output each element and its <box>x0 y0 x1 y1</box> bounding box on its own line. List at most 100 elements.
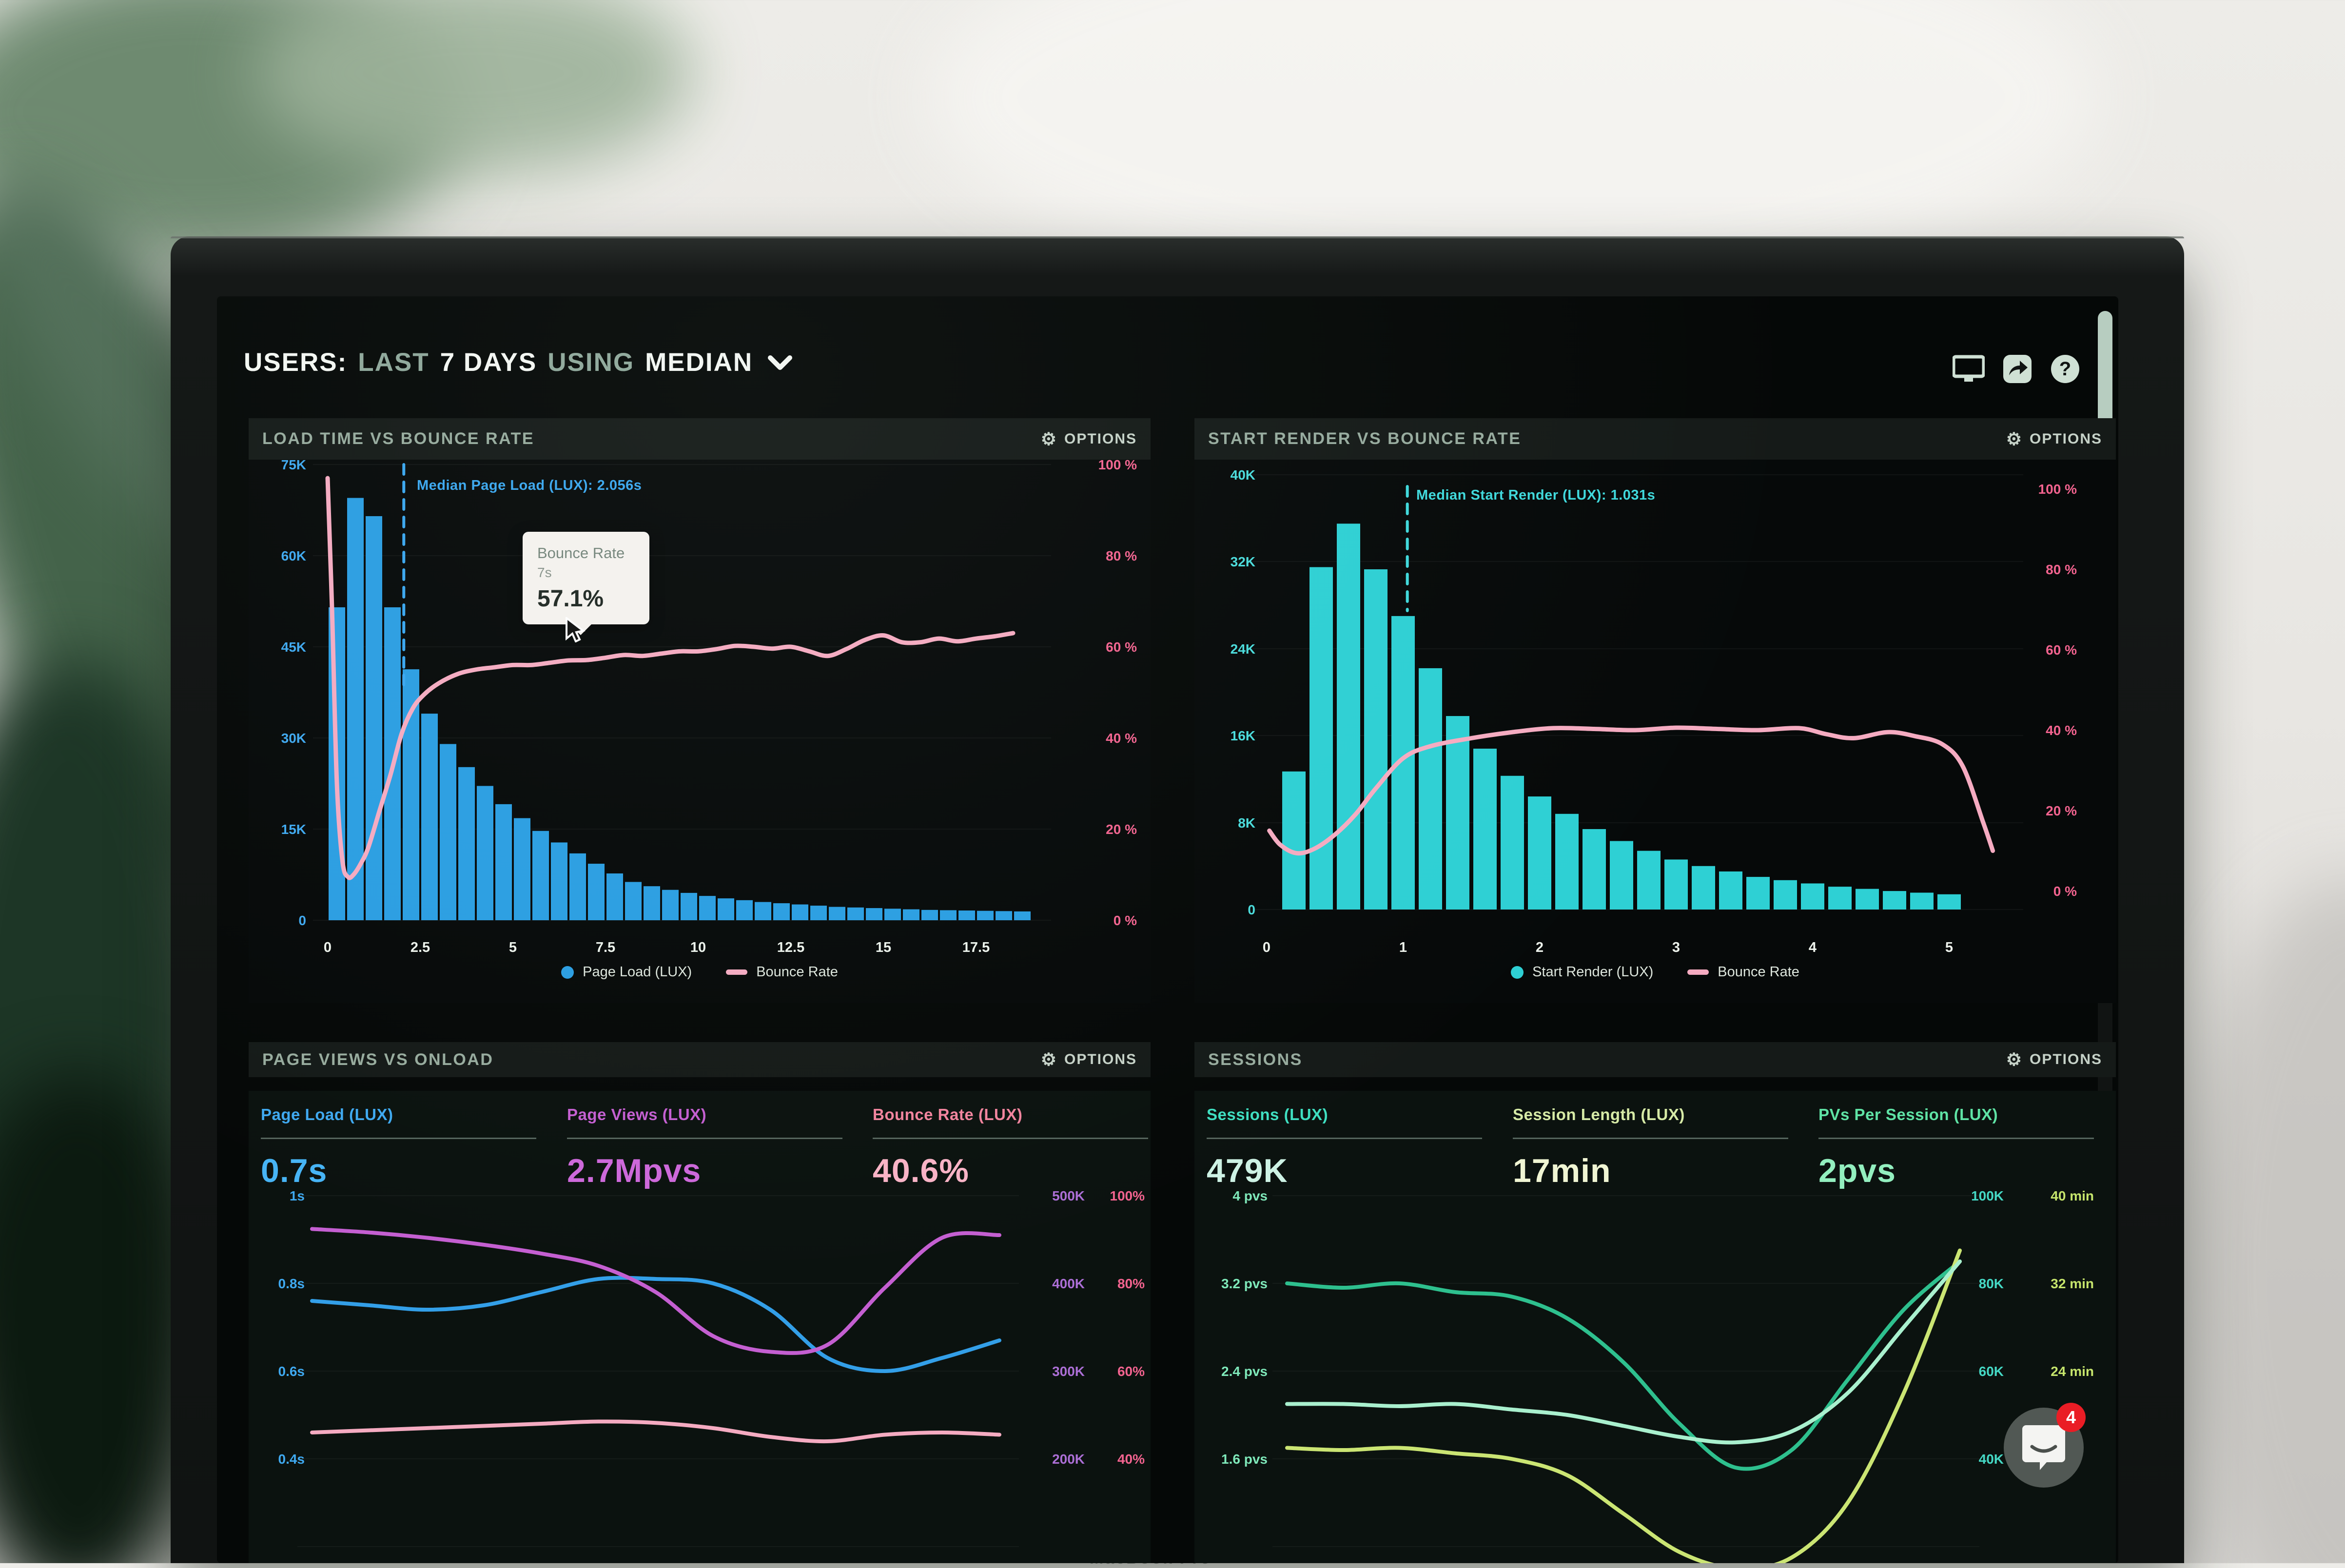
title-segment: 7 DAYS <box>440 348 537 377</box>
start-render-chart[interactable]: 40K 32K 24K 16K 8K 0 100 % 80 % 60 % 40 % 20 % 0 % 0… <box>1194 418 2116 1003</box>
gear-icon: ⚙ <box>1040 1049 1057 1069</box>
series-line-icon <box>1687 969 1709 975</box>
svg-text:0 %: 0 % <box>2053 884 2077 899</box>
sessions-chart[interactable]: 4 pvs 3.2 pvs 2.4 pvs 1.6 pvs 100K 80K 60K 40K 4… <box>1194 1042 2116 1563</box>
panel-header: LOAD TIME VS BOUNCE RATE ⚙ OPTIONS <box>249 418 1151 460</box>
metric-underline <box>1513 1138 1788 1139</box>
svg-text:40 %: 40 % <box>2046 723 2077 738</box>
svg-text:60K: 60K <box>281 548 306 563</box>
share-icon[interactable] <box>2002 354 2032 384</box>
title-segment: MEDIAN <box>645 348 753 377</box>
svg-text:40%: 40% <box>1117 1452 1145 1467</box>
svg-text:7.5: 7.5 <box>596 940 615 955</box>
title-segment: LAST <box>358 348 430 377</box>
svg-text:40 %: 40 % <box>1106 731 1137 746</box>
metric-label: Page Views (LUX) <box>567 1105 707 1123</box>
svg-text:300K: 300K <box>1052 1364 1085 1379</box>
legend-item[interactable]: Bounce Rate <box>726 964 838 980</box>
legend-item[interactable]: Start Render (LUX) <box>1511 964 1653 980</box>
metric-value: 0.7s <box>261 1152 328 1189</box>
tooltip-value: 57.1% <box>537 586 604 612</box>
svg-text:400K: 400K <box>1052 1276 1085 1291</box>
svg-text:0: 0 <box>298 913 306 928</box>
metric-underline <box>1818 1138 2094 1139</box>
metric-label: Bounce Rate (LUX) <box>873 1105 1023 1123</box>
metric-session-length: Session Length (LUX) 17min <box>1513 1105 1788 1190</box>
panel-title: START RENDER VS BOUNCE RATE <box>1208 429 1522 448</box>
svg-text:80K: 80K <box>1979 1276 2004 1291</box>
panel-body <box>1194 1091 2116 1563</box>
laptop-screen: USERS: LAST 7 DAYS USING MEDIAN ? LOAD T… <box>217 296 2118 1563</box>
svg-text:32K: 32K <box>1231 554 1255 569</box>
panel-header: PAGE VIEWS VS ONLOAD ⚙ OPTIONS <box>249 1042 1151 1077</box>
chat-launcher-button[interactable]: 4 <box>2004 1403 2086 1488</box>
options-button[interactable]: ⚙ OPTIONS <box>2006 1049 2102 1069</box>
svg-text:15K: 15K <box>281 822 306 837</box>
help-icon[interactable]: ? <box>2050 354 2080 384</box>
svg-text:16K: 16K <box>1231 728 1255 743</box>
svg-text:100K: 100K <box>1971 1188 2004 1203</box>
metric-pvs-per-session: PVs Per Session (LUX) 2pvs <box>1818 1105 2094 1190</box>
svg-text:5: 5 <box>1945 940 1953 955</box>
options-button[interactable]: ⚙ OPTIONS <box>1040 1049 1137 1069</box>
panel-load-time-vs-bounce-rate: LOAD TIME VS BOUNCE RATE ⚙ OPTIONS 75K 60… <box>249 418 1151 1003</box>
svg-text:0: 0 <box>324 940 332 955</box>
svg-text:17.5: 17.5 <box>962 940 990 955</box>
metric-bounce-rate: Bounce Rate (LUX) 40.6% <box>873 1105 1148 1190</box>
svg-text:60%: 60% <box>1117 1364 1145 1379</box>
chat-bubble-icon <box>2022 1425 2065 1470</box>
title-segment: USING <box>547 348 635 377</box>
svg-text:8K: 8K <box>1238 815 1255 831</box>
metric-sessions: Sessions (LUX) 479K <box>1207 1105 1482 1190</box>
svg-text:200K: 200K <box>1052 1452 1085 1467</box>
svg-text:1.6 pvs: 1.6 pvs <box>1221 1452 1268 1467</box>
metric-value: 40.6% <box>873 1152 969 1189</box>
chart-legend: Page Load (LUX) Bounce Rate <box>249 964 1151 980</box>
legend-item[interactable]: Bounce Rate <box>1687 964 1799 980</box>
panel-title: LOAD TIME VS BOUNCE RATE <box>262 429 535 448</box>
svg-text:4: 4 <box>1809 940 1817 955</box>
svg-text:2.4 pvs: 2.4 pvs <box>1221 1364 1268 1379</box>
load-time-chart[interactable]: 75K 60K 45K 30K 15K 0 100 % 80 % 60 % 40 % 20 % 0 %… <box>249 418 1151 1003</box>
svg-text:3.2 pvs: 3.2 pvs <box>1221 1276 1268 1291</box>
options-button[interactable]: ⚙ OPTIONS <box>1040 428 1137 449</box>
metric-label: Sessions (LUX) <box>1207 1105 1329 1123</box>
svg-text:75K: 75K <box>281 457 306 472</box>
metric-label: PVs Per Session (LUX) <box>1818 1105 1998 1123</box>
svg-text:500K: 500K <box>1052 1188 1085 1203</box>
svg-text:24K: 24K <box>1231 641 1255 657</box>
svg-text:0.6s: 0.6s <box>278 1364 305 1379</box>
gear-icon: ⚙ <box>1040 428 1057 449</box>
page-views-onload-chart[interactable]: 1s 0.8s 0.6s 0.4s 500K 400K 300K 200K 100% 80% 60%… <box>249 1042 1151 1563</box>
tooltip-series: Bounce Rate <box>537 544 625 561</box>
svg-text:2.5: 2.5 <box>410 940 430 955</box>
metric-page-load: Page Load (LUX) 0.7s <box>261 1105 536 1190</box>
laptop-edge-highlight <box>171 236 2184 238</box>
metric-value: 2pvs <box>1818 1152 1896 1189</box>
svg-text:80 %: 80 % <box>2046 562 2077 577</box>
svg-text:80%: 80% <box>1117 1276 1145 1291</box>
metric-value: 479K <box>1207 1152 1288 1189</box>
display-icon[interactable] <box>1953 355 1985 383</box>
svg-text:24 min: 24 min <box>2051 1364 2094 1379</box>
svg-text:60 %: 60 % <box>2046 642 2077 658</box>
metric-label: Page Load (LUX) <box>261 1105 393 1123</box>
tooltip-x-value: 7s <box>537 565 552 580</box>
svg-text:32 min: 32 min <box>2051 1276 2094 1291</box>
median-annotation: Median Start Render (LUX): 1.031s <box>1416 487 1656 503</box>
chevron-down-icon <box>767 354 793 371</box>
right-shade <box>2184 877 2345 1563</box>
panel-header: SESSIONS ⚙ OPTIONS <box>1194 1042 2116 1077</box>
options-button[interactable]: ⚙ OPTIONS <box>2006 428 2102 449</box>
legend-item[interactable]: Page Load (LUX) <box>561 964 692 980</box>
svg-text:1: 1 <box>1399 940 1407 955</box>
svg-text:0: 0 <box>1263 940 1270 955</box>
panel-sessions: SESSIONS ⚙ OPTIONS Sessions (LUX) 479K S… <box>1194 1042 2116 1563</box>
svg-text:20 %: 20 % <box>1106 822 1137 837</box>
metric-underline <box>873 1138 1148 1139</box>
svg-text:40K: 40K <box>1231 467 1255 483</box>
panel-title: SESSIONS <box>1208 1050 1303 1069</box>
svg-text:40K: 40K <box>1979 1452 2004 1467</box>
users-timerange-dropdown[interactable]: USERS: LAST 7 DAYS USING MEDIAN <box>244 348 793 377</box>
title-segment: USERS: <box>244 348 348 377</box>
